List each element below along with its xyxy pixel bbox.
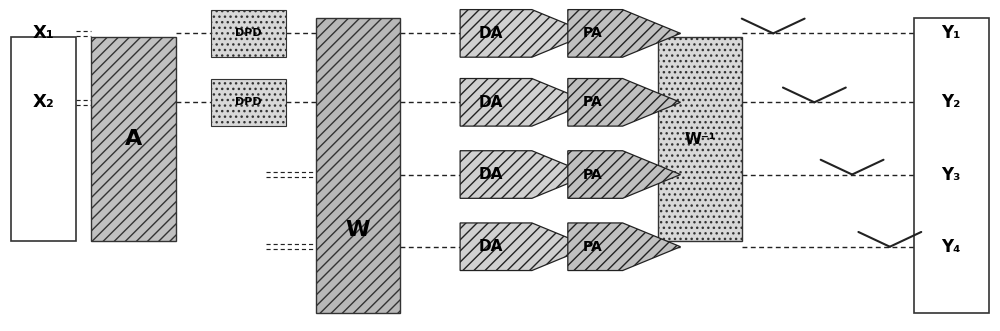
Polygon shape (568, 10, 680, 57)
Text: DA: DA (479, 167, 503, 182)
Bar (211, 78, 286, 126)
Bar (11, 37, 76, 241)
Text: W⁻¹: W⁻¹ (684, 132, 716, 147)
Polygon shape (460, 10, 590, 57)
Text: DPD: DPD (235, 97, 262, 107)
Text: PA: PA (582, 26, 602, 40)
Text: DPD: DPD (235, 28, 262, 38)
Polygon shape (460, 78, 590, 126)
Bar (914, 18, 989, 313)
Bar (211, 10, 286, 57)
Polygon shape (460, 223, 590, 270)
Text: Y₁: Y₁ (942, 24, 961, 42)
Text: W: W (346, 220, 370, 241)
Text: Y₂: Y₂ (942, 93, 961, 111)
Text: PA: PA (582, 167, 602, 181)
Polygon shape (568, 223, 680, 270)
Bar (316, 18, 400, 313)
Text: A: A (125, 129, 142, 149)
Text: DA: DA (479, 26, 503, 41)
Text: DA: DA (479, 95, 503, 110)
Text: Y₃: Y₃ (942, 166, 961, 183)
Polygon shape (460, 151, 590, 198)
Text: PA: PA (582, 95, 602, 109)
Polygon shape (568, 78, 680, 126)
Text: Y₄: Y₄ (941, 238, 961, 256)
Polygon shape (568, 151, 680, 198)
Bar (658, 37, 742, 241)
Text: X₂: X₂ (33, 93, 55, 111)
Text: PA: PA (582, 240, 602, 254)
Text: X₁: X₁ (33, 24, 55, 42)
Bar (91, 37, 176, 241)
Text: DA: DA (479, 239, 503, 254)
